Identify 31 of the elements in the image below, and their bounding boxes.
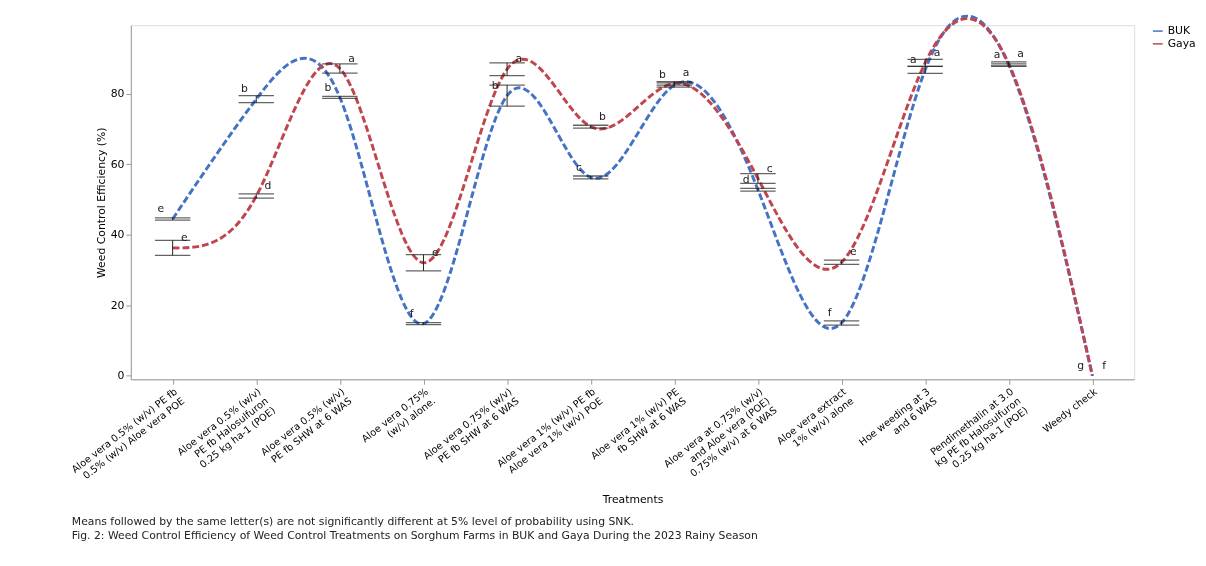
annotation: a bbox=[515, 52, 523, 66]
annotation: b bbox=[599, 109, 607, 123]
y-tick-label: 40 bbox=[110, 228, 125, 242]
annotation: a bbox=[993, 48, 1001, 62]
x-axis-title: Treatments bbox=[601, 492, 664, 506]
text: Means followed by the same letter(s) are not significantly different at 5% level of probability using SNK. bbox=[71, 514, 634, 528]
annotation: b bbox=[241, 82, 249, 96]
legend-label: Gaya bbox=[1167, 36, 1196, 50]
annotation: a bbox=[348, 51, 355, 65]
annotation: a bbox=[1017, 47, 1024, 61]
legend-label: BUK bbox=[1167, 24, 1191, 38]
annotation: a bbox=[682, 66, 690, 80]
caption: Fig. 2: Weed Control Efficiency of Weed Control Treatments on Sorghum Farms in BUK and Gaya During the 2023 Rainy Season bbox=[71, 528, 758, 542]
annotation: b bbox=[491, 78, 499, 92]
y-tick-label: 0 bbox=[117, 369, 125, 383]
annotation: b bbox=[324, 80, 332, 94]
annotation: f bbox=[827, 306, 833, 320]
annotation: g bbox=[1077, 358, 1085, 372]
y-tick-label: 20 bbox=[110, 298, 125, 312]
annotation: a bbox=[933, 46, 941, 59]
annotation: e bbox=[157, 202, 165, 216]
annotation: c bbox=[766, 161, 773, 175]
annotation: d bbox=[264, 179, 272, 193]
annotation: b bbox=[659, 68, 667, 82]
annotation: f bbox=[1102, 358, 1108, 372]
annotation: d bbox=[742, 172, 750, 186]
annotation: e bbox=[850, 245, 858, 259]
y-tick-label: 60 bbox=[110, 157, 125, 171]
annotation: f bbox=[409, 306, 415, 320]
y-tick-label: 80 bbox=[110, 87, 125, 101]
y-axis-title: Weed Control Efficiency (%) bbox=[94, 127, 108, 278]
